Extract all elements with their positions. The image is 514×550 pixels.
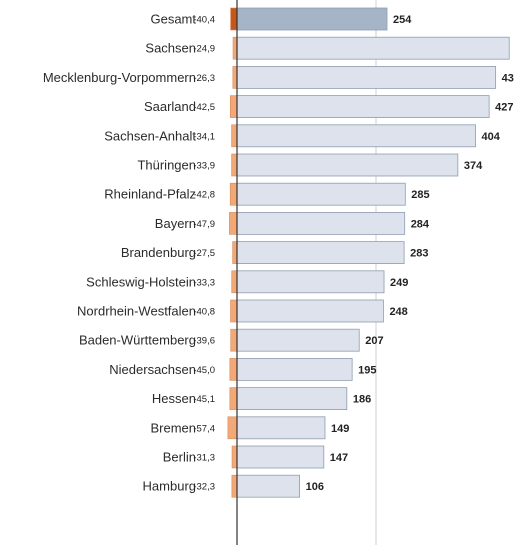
change-bar-saarland xyxy=(229,95,238,118)
change-bar-bremen xyxy=(227,416,238,440)
value-bar-saarland xyxy=(236,95,490,118)
value-label-brandenburg: 283 xyxy=(410,248,428,260)
change-label-gesamt: -40,4 xyxy=(193,15,215,26)
value-bar-gesamt xyxy=(236,7,388,31)
change-bar-thüringen xyxy=(231,153,238,177)
change-bar-hessen xyxy=(229,387,238,410)
change-bar-berlin xyxy=(231,445,238,469)
value-bar-niedersachsen xyxy=(236,357,353,381)
change-bar-niedersachsen xyxy=(229,358,238,381)
value-bar-berlin xyxy=(236,445,325,469)
value-label-rheinland-pfalz: 285 xyxy=(411,189,429,201)
change-label-bremen: -57,4 xyxy=(193,423,215,434)
change-bar-gesamt xyxy=(230,7,238,31)
change-bar-sachsen-anhalt xyxy=(231,124,238,148)
category-label-bremen: Bremen xyxy=(150,420,196,435)
value-label-niedersachsen: 195 xyxy=(358,364,376,376)
category-label-niedersachsen: Niedersachsen xyxy=(109,362,196,377)
value-bar-sachsen-anhalt xyxy=(236,124,476,148)
value-label-hessen: 186 xyxy=(353,394,371,406)
change-bar-bayern xyxy=(229,212,238,235)
value-bar-hamburg xyxy=(236,474,300,498)
change-label-schleswig-holstein: -33,3 xyxy=(193,277,215,288)
value-label-bayern: 284 xyxy=(411,218,430,230)
value-bar-rheinland-pfalz xyxy=(236,182,406,206)
change-bar-schleswig-holstein xyxy=(231,270,238,294)
value-label-sachsen-anhalt: 404 xyxy=(482,131,501,143)
change-bar-rheinland-pfalz xyxy=(229,182,238,206)
change-label-hamburg: -32,3 xyxy=(193,482,215,493)
value-label-nordrhein-westfalen: 248 xyxy=(389,306,407,318)
change-bar-mecklenburg-vorpommern xyxy=(232,66,238,89)
category-label-thüringen: Thüringen xyxy=(137,158,196,173)
category-label-rheinland-pfalz: Rheinland-Pfalz xyxy=(104,187,196,202)
category-label-bayern: Bayern xyxy=(155,216,196,231)
change-label-sachsen-anhalt: -34,1 xyxy=(193,131,215,142)
value-bar-schleswig-holstein xyxy=(236,270,385,294)
category-label-nordrhein-westfalen: Nordrhein-Westfalen xyxy=(77,304,196,319)
value-bar-nordrhein-westfalen xyxy=(236,299,384,323)
value-bar-hessen xyxy=(236,387,348,411)
value-label-thüringen: 374 xyxy=(464,160,483,172)
category-label-brandenburg: Brandenburg xyxy=(121,245,196,260)
value-label-schleswig-holstein: 249 xyxy=(390,277,408,289)
change-label-mecklenburg-vorpommern: -26,3 xyxy=(193,73,215,84)
value-label-berlin: 147 xyxy=(330,452,348,464)
change-label-berlin: -31,3 xyxy=(193,453,215,464)
value-bar-bremen xyxy=(236,416,326,440)
change-label-hessen: -45,1 xyxy=(193,394,215,405)
change-label-thüringen: -33,9 xyxy=(193,161,215,172)
change-bar-nordrhein-westfalen xyxy=(230,299,238,323)
category-label-hessen: Hessen xyxy=(152,391,196,406)
value-bar-thüringen xyxy=(236,153,459,177)
value-label-baden-württemberg: 207 xyxy=(365,335,383,347)
value-bar-brandenburg xyxy=(236,241,405,265)
value-label-bremen: 149 xyxy=(331,423,349,435)
change-label-nordrhein-westfalen: -40,8 xyxy=(193,307,215,318)
change-label-rheinland-pfalz: -42,8 xyxy=(193,190,215,201)
category-label-schleswig-holstein: Schleswig-Holstein xyxy=(86,274,196,289)
change-label-bayern: -47,9 xyxy=(193,219,215,230)
category-label-berlin: Berlin xyxy=(163,450,196,465)
category-label-sachsen: Sachsen xyxy=(145,41,196,56)
category-label-hamburg: Hamburg xyxy=(143,479,196,494)
change-label-baden-württemberg: -39,6 xyxy=(193,336,215,347)
change-bar-brandenburg xyxy=(232,241,238,264)
category-label-gesamt: Gesamt xyxy=(150,12,196,27)
value-bar-baden-württemberg xyxy=(236,328,360,352)
category-label-mecklenburg-vorpommern: Mecklenburg-Vorpommern xyxy=(43,70,196,85)
category-label-sachsen-anhalt: Sachsen-Anhalt xyxy=(104,128,196,143)
value-bar-bayern xyxy=(236,211,406,235)
change-label-niedersachsen: -45,0 xyxy=(193,365,215,376)
category-label-baden-württemberg: Baden-Württemberg xyxy=(79,333,196,348)
value-label-gesamt: 254 xyxy=(393,14,412,26)
value-bar-sachsen xyxy=(236,36,510,60)
category-label-saarland: Saarland xyxy=(144,99,196,114)
change-label-saarland: -42,5 xyxy=(193,102,215,113)
change-label-sachsen: -24,9 xyxy=(193,44,215,55)
value-label-mecklenburg-vorpommern: 438 xyxy=(502,72,514,84)
value-label-saarland: 427 xyxy=(495,102,513,114)
change-label-brandenburg: -27,5 xyxy=(193,248,215,259)
change-bar-baden-württemberg xyxy=(230,328,238,352)
change-bar-hamburg xyxy=(231,474,238,498)
value-bar-mecklenburg-vorpommern xyxy=(236,66,497,89)
value-label-hamburg: 106 xyxy=(306,481,324,493)
